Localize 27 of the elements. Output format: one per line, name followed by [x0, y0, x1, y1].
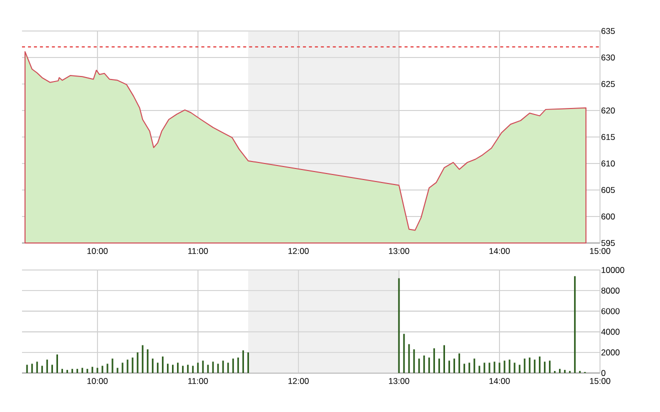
- y-tick-label: 620: [601, 108, 615, 114]
- y-tick-label: 595: [601, 240, 615, 246]
- x-tick-label: 12:00: [288, 248, 309, 254]
- x-tick-label: 11:00: [188, 378, 208, 384]
- y-tick-label: 610: [601, 160, 615, 166]
- x-tick-label: 13:00: [389, 248, 410, 254]
- y-tick-label: 6000: [601, 308, 620, 314]
- y-tick-label: 605: [601, 187, 615, 193]
- x-tick-label: 13:00: [389, 378, 410, 384]
- y-tick-label: 630: [601, 54, 615, 60]
- y-tick-label: 2000: [601, 349, 620, 356]
- x-tick-label: 14:00: [490, 248, 510, 254]
- x-tick-label: 15:00: [590, 248, 610, 254]
- x-tick-label: 15:00: [590, 378, 610, 384]
- x-tick-label: 12:00: [288, 378, 309, 384]
- y-tick-label: 625: [601, 81, 615, 87]
- y-tick-label: 600: [601, 214, 615, 220]
- x-tick-label: 10:00: [87, 248, 108, 254]
- y-tick-label: 0: [601, 370, 606, 376]
- x-tick-label: 10:00: [87, 378, 108, 384]
- x-tick-label: 14:00: [490, 378, 510, 384]
- y-tick-label: 615: [601, 134, 615, 140]
- y-tick-label: 4000: [601, 328, 620, 335]
- y-tick-label: 8000: [601, 288, 620, 294]
- x-tick-label: 11:00: [188, 248, 208, 254]
- y-tick-label: 635: [601, 28, 615, 34]
- y-tick-label: 10000: [602, 267, 624, 273]
